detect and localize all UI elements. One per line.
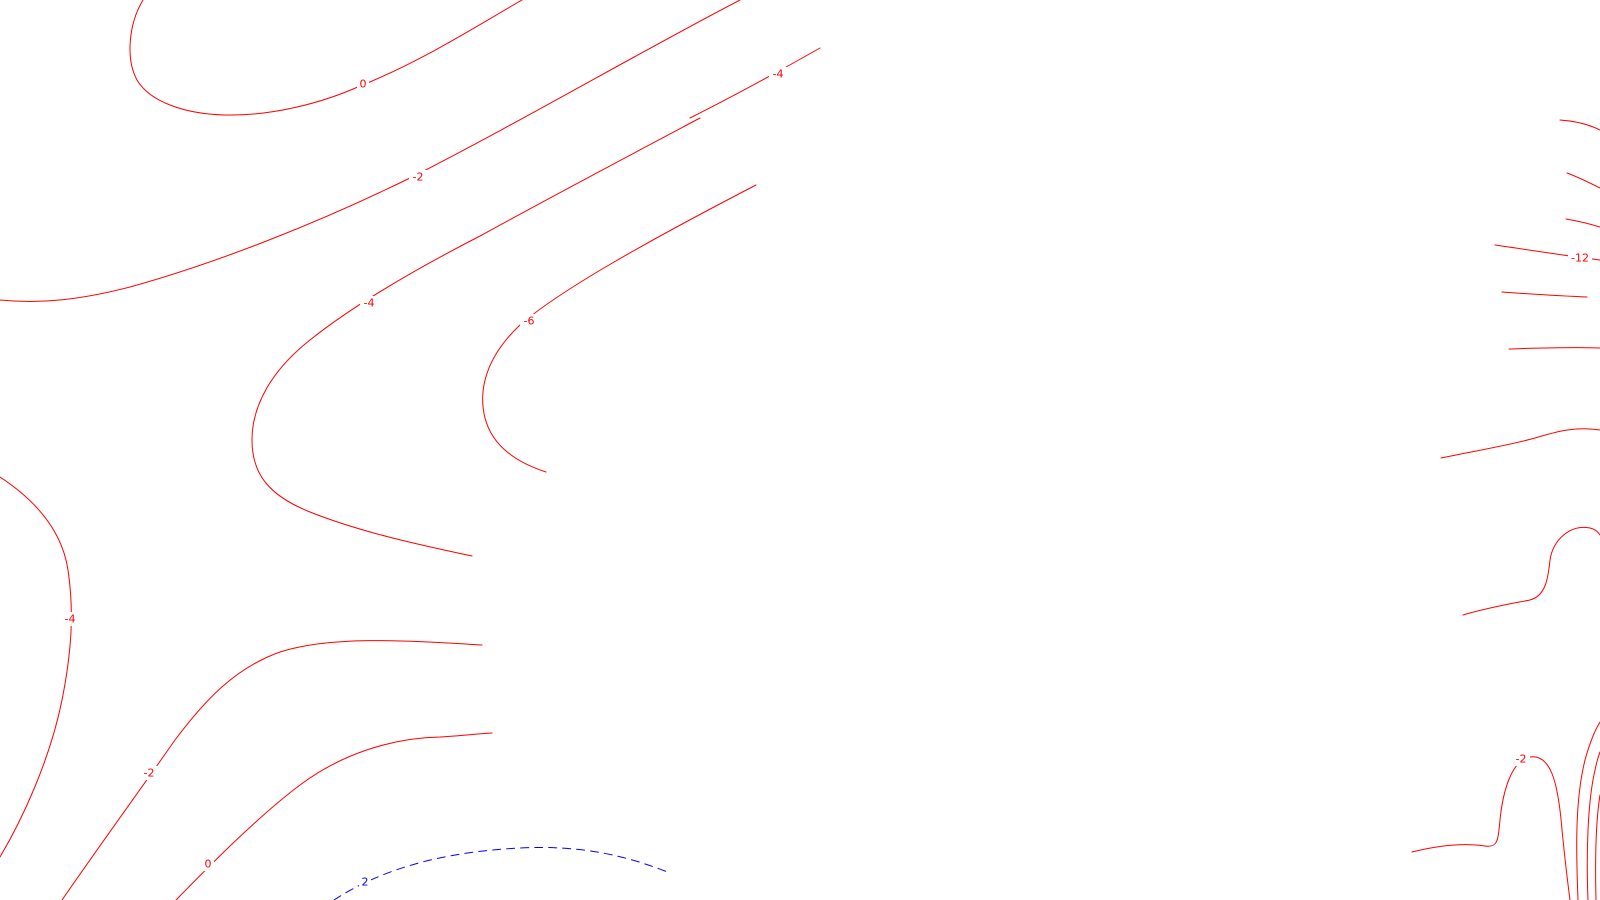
contour-line: [333, 847, 671, 900]
contour-right-12-b: [1566, 172, 1600, 189]
contour-line: [129, 0, 523, 116]
contour-label: -4: [364, 297, 375, 310]
contour-line: [689, 47, 821, 119]
contour-line: [1586, 751, 1600, 900]
contour-line: [0, 0, 741, 302]
contour-line: [1565, 218, 1600, 228]
contour-line: [1566, 172, 1600, 189]
contour-right-f: [1440, 428, 1600, 459]
contour-line: [482, 184, 757, 473]
contour-neg4-mid: -4: [251, 117, 701, 557]
contour-neg4-upper-right: -4: [689, 47, 821, 119]
contour-label: -2: [1516, 753, 1527, 766]
contour-2-bottom-dashed: 2: [333, 847, 671, 900]
contour-line: [1508, 347, 1600, 350]
contour-line: [175, 732, 493, 900]
contour-label: 0: [205, 858, 212, 871]
contour-label: -4: [65, 613, 76, 626]
contour-label: -12: [1571, 252, 1589, 265]
contour-label: -4: [773, 68, 784, 81]
contour-right-12-c: [1565, 218, 1600, 228]
contour-line: [0, 476, 72, 858]
contour-neg2-top: -2: [0, 0, 741, 302]
contour-neg12: -12: [1494, 244, 1600, 265]
contour-right-i: [1586, 751, 1600, 900]
contour-neg2-lower-right: -2: [1411, 752, 1571, 900]
contour-line: [1501, 291, 1588, 298]
contour-line: [61, 640, 483, 900]
contour-right-e: [1508, 347, 1600, 350]
contour-line: [1559, 119, 1600, 131]
contour-label: 2: [362, 876, 369, 889]
contour-line: [251, 117, 701, 557]
contour-neg2-lower-left: -2: [61, 640, 483, 900]
contour-label: -2: [144, 767, 155, 780]
contour-line: [1462, 526, 1600, 616]
contour-label: -2: [413, 171, 424, 184]
contour-0-top-left: 0: [129, 0, 523, 116]
contour-right-d: [1501, 291, 1588, 298]
contour-right-h: [1576, 721, 1600, 900]
contour-line: [1576, 721, 1600, 900]
contour-0-lower-left: 0: [175, 732, 493, 900]
contour-label: -6: [524, 315, 535, 328]
contour-right-12-a: [1559, 119, 1600, 131]
contour-line: [1440, 428, 1600, 459]
contour-label: 0: [360, 78, 367, 91]
contour-right-g: [1462, 526, 1600, 616]
contour-line: [1595, 794, 1600, 900]
contour-line: [1411, 756, 1571, 900]
contour-neg6: -6: [482, 184, 757, 473]
contour-neg4-left: -4: [0, 476, 79, 858]
contour-right-j: [1595, 794, 1600, 900]
